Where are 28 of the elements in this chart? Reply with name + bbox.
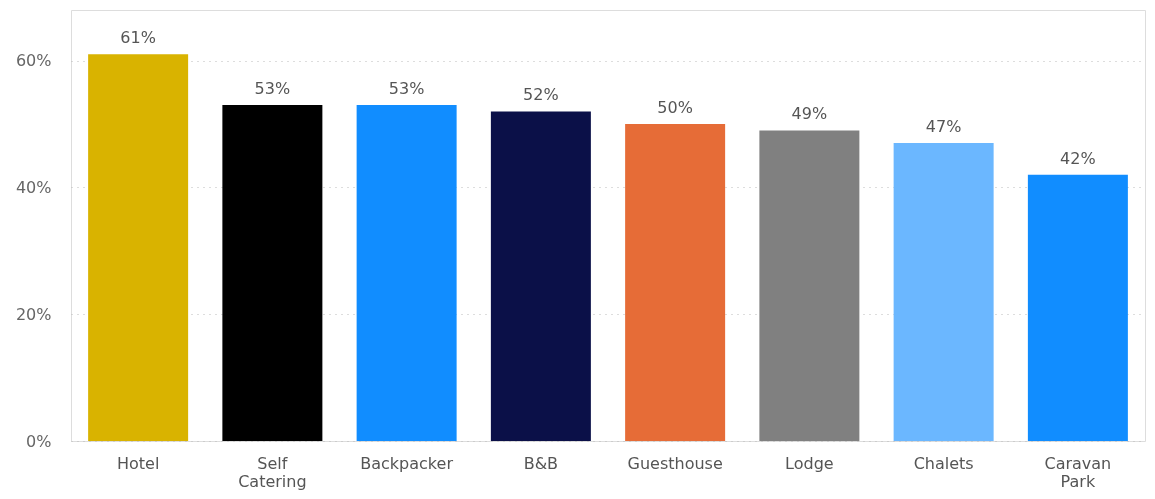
data-label: 49% [791,104,828,124]
data-label: 47% [925,117,962,137]
data-label: 52% [523,85,559,105]
y-tick-label: 40% [15,177,52,197]
data-label: 42% [1060,148,1096,168]
x-tick-label: Lodge [785,453,834,473]
bar [759,130,860,441]
bar [222,105,323,441]
bar [88,54,189,441]
data-label: 50% [657,98,693,118]
data-label: 53% [254,79,291,99]
y-tick-label: 20% [15,304,52,324]
y-tick-label: 60% [15,51,52,71]
x-tick-label: Guesthouse [627,453,723,473]
y-tick-label: 0% [26,431,52,451]
bar [893,143,994,441]
x-tick-label: Hotel [116,453,160,473]
x-tick-label: Chalets [913,453,974,473]
data-label: 61% [120,28,156,48]
bar [625,124,726,441]
bar [356,105,457,441]
bar [1027,174,1128,441]
data-label: 53% [388,79,425,99]
x-tick-label: Backpacker [360,453,454,473]
x-tick-label: Caravan Park [1044,453,1112,491]
x-tick-label: B&B [523,453,559,473]
x-tick-label: Self Catering [238,453,307,491]
bar [490,111,591,441]
